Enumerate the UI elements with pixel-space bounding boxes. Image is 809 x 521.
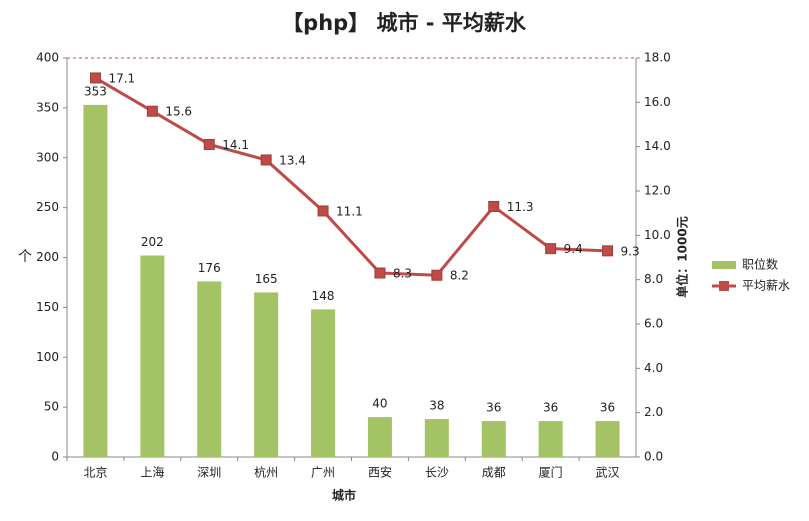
bar [311, 309, 336, 457]
bar-value-label: 36 [486, 401, 501, 415]
bar [367, 417, 392, 457]
y-tick-label: 350 [36, 100, 59, 114]
y2-tick-label: 2.0 [644, 405, 663, 419]
bar [424, 419, 449, 457]
legend-label: 平均薪水 [742, 279, 790, 293]
line-marker [203, 138, 215, 150]
y2-tick-label: 6.0 [644, 317, 663, 331]
y2-tick-label: 10.0 [644, 228, 671, 242]
line-value-label: 15.6 [165, 105, 192, 119]
y-tick-label: 400 [36, 51, 59, 65]
y-tick-label: 50 [44, 400, 59, 414]
y-tick-label: 250 [36, 200, 59, 214]
bar [538, 421, 563, 457]
line-marker [488, 201, 500, 213]
bar [140, 255, 165, 457]
y-tick-label: 200 [36, 250, 59, 264]
y-tick-label: 150 [36, 300, 59, 314]
line-marker [89, 72, 101, 84]
x-tick-label: 厦门 [539, 465, 563, 480]
line-marker [545, 243, 557, 255]
line-marker [602, 245, 614, 257]
y2-tick-label: 0.0 [644, 450, 663, 464]
y2-tick-label: 4.0 [644, 361, 663, 375]
bar-value-label: 148 [312, 289, 335, 303]
line-marker [431, 269, 443, 281]
y2-tick-label: 14.0 [644, 139, 671, 153]
bar [83, 104, 108, 457]
y2-tick-label: 8.0 [644, 272, 663, 286]
bar-value-label: 38 [429, 399, 444, 413]
x-tick-label: 上海 [140, 465, 164, 480]
line-marker [317, 205, 329, 217]
x-axis-label: 城市 [332, 488, 356, 503]
y2-axis-label: 单位：1000元 [675, 216, 690, 297]
y-tick-label: 0 [51, 450, 59, 464]
bar-value-label: 176 [198, 261, 221, 275]
x-tick-label: 杭州 [254, 465, 278, 480]
y-tick-label: 100 [36, 350, 59, 364]
x-tick-label: 北京 [83, 466, 107, 480]
bar-value-label: 353 [84, 84, 107, 98]
bar-value-label: 36 [600, 401, 615, 415]
bar [481, 421, 506, 457]
line-value-label: 17.1 [108, 71, 135, 85]
bar [254, 292, 279, 457]
x-tick-label: 西安 [368, 465, 392, 480]
x-tick-label: 长沙 [425, 466, 449, 480]
line-value-label: 11.3 [507, 200, 534, 214]
line-value-label: 11.1 [336, 204, 363, 218]
line-marker [374, 267, 386, 279]
x-tick-label: 深圳 [197, 466, 221, 480]
x-tick-label: 广州 [311, 466, 335, 480]
bar-value-label: 202 [141, 235, 164, 249]
y2-tick-label: 12.0 [644, 184, 671, 198]
line-value-label: 9.4 [564, 242, 583, 256]
bar-value-label: 36 [543, 401, 558, 415]
bar-value-label: 165 [255, 272, 278, 286]
line-marker [260, 154, 272, 166]
x-tick-label: 成都 [482, 466, 506, 480]
bar [197, 281, 222, 457]
y2-tick-label: 16.0 [644, 95, 671, 109]
line-value-label: 14.1 [222, 138, 249, 152]
line-value-label: 8.3 [393, 267, 412, 281]
bar-value-label: 40 [372, 397, 387, 411]
legend-label: 职位数 [742, 257, 778, 272]
line-value-label: 9.3 [621, 244, 640, 258]
x-tick-label: 武汉 [596, 466, 620, 480]
legend-swatch [719, 281, 729, 291]
y2-tick-label: 18.0 [644, 51, 671, 65]
line-value-label: 8.2 [450, 269, 469, 283]
line-value-label: 13.4 [279, 153, 306, 167]
y-tick-label: 300 [36, 150, 59, 164]
legend-swatch [712, 261, 736, 269]
line-marker [146, 105, 158, 117]
line [94, 76, 608, 277]
chart-title: 【php】 城市 - 平均薪水 [282, 11, 527, 35]
bar [595, 421, 620, 457]
y-axis-label: 个 [18, 249, 32, 265]
